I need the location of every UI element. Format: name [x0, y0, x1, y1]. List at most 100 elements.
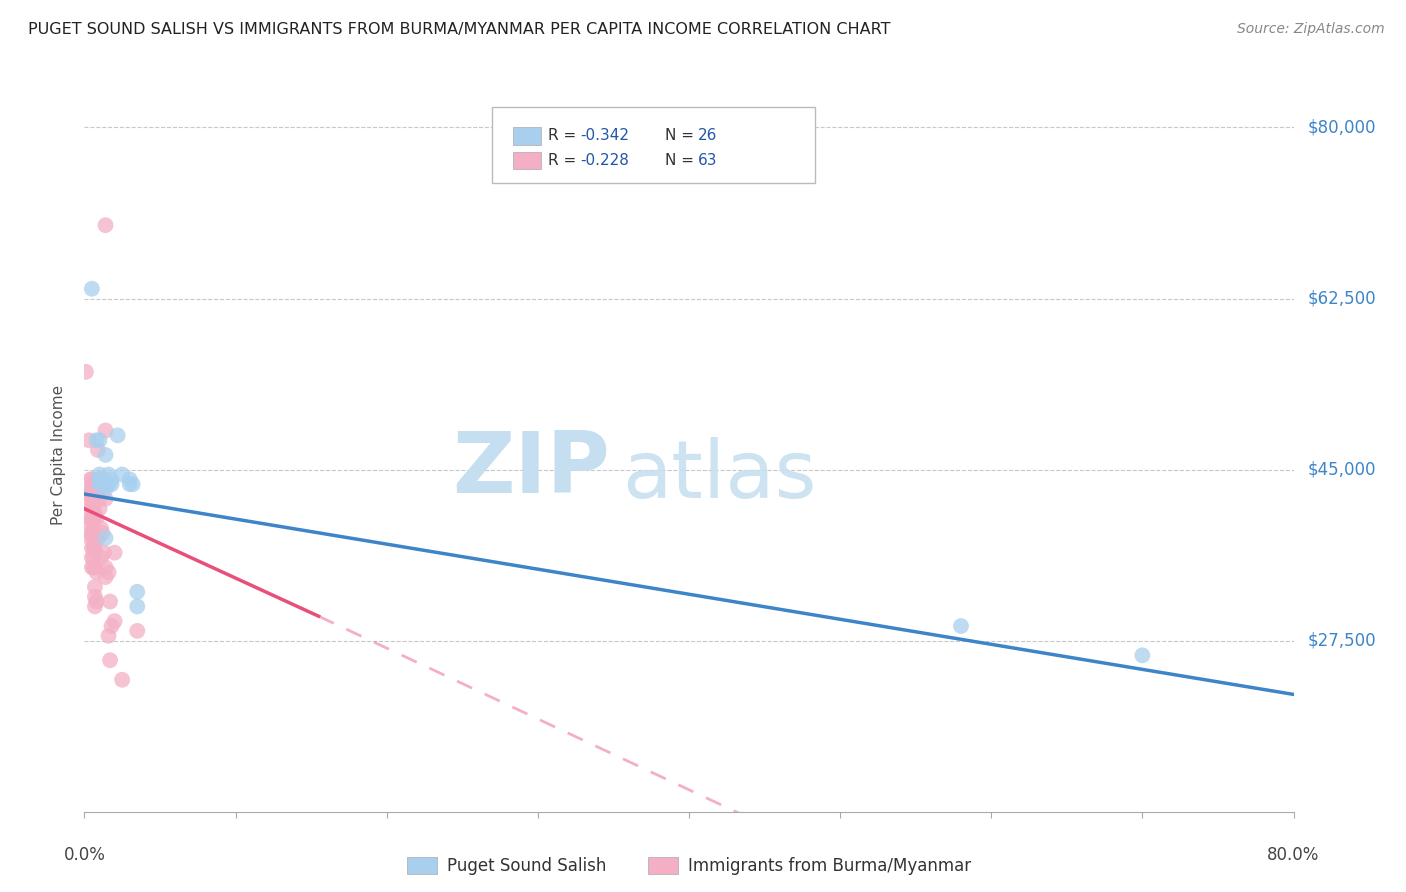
Point	[79, 472, 101, 486]
Point	[94, 570, 117, 584]
Y-axis label: Per Capita Income: Per Capita Income	[51, 384, 66, 525]
Text: PUGET SOUND SALISH VS IMMIGRANTS FROM BURMA/MYANMAR PER CAPITA INCOME CORRELATIO: PUGET SOUND SALISH VS IMMIGRANTS FROM BU…	[28, 22, 890, 37]
Point	[84, 560, 107, 574]
Point	[91, 477, 114, 491]
Point	[98, 653, 121, 667]
Point	[86, 511, 108, 525]
Point	[80, 550, 103, 565]
Point	[97, 467, 120, 482]
Point	[89, 477, 111, 491]
Text: 63: 63	[697, 153, 717, 168]
Text: N =: N =	[665, 128, 699, 143]
Point	[94, 560, 117, 574]
Point	[118, 472, 141, 486]
Point	[87, 531, 110, 545]
Point	[79, 531, 101, 545]
Point	[79, 516, 101, 531]
Point	[100, 477, 122, 491]
Point	[98, 594, 121, 608]
Point	[950, 619, 973, 633]
Point	[80, 482, 103, 496]
Point	[86, 594, 108, 608]
Text: $80,000: $80,000	[1308, 119, 1376, 136]
Text: R =: R =	[548, 153, 582, 168]
Point	[118, 477, 141, 491]
Point	[80, 501, 103, 516]
Text: 0.0%: 0.0%	[63, 846, 105, 864]
Point	[91, 472, 114, 486]
Point	[100, 619, 122, 633]
Text: R =: R =	[548, 128, 582, 143]
Point	[75, 365, 97, 379]
Legend: Puget Sound Salish, Immigrants from Burma/Myanmar: Puget Sound Salish, Immigrants from Burm…	[401, 850, 977, 882]
Point	[87, 472, 110, 486]
Text: atlas: atlas	[623, 437, 817, 516]
Point	[107, 428, 129, 442]
Point	[127, 599, 149, 614]
Point	[84, 531, 107, 545]
Point	[82, 560, 104, 574]
Point	[82, 531, 104, 545]
Point	[89, 467, 111, 482]
Point	[79, 511, 101, 525]
Text: ZIP: ZIP	[453, 427, 610, 511]
Point	[91, 472, 114, 486]
Point	[90, 550, 112, 565]
Point	[104, 546, 127, 560]
Point	[82, 477, 104, 491]
Point	[82, 511, 104, 525]
Point	[94, 424, 117, 438]
Point	[82, 550, 104, 565]
Point	[94, 491, 117, 506]
Point	[84, 541, 107, 555]
Point	[91, 477, 114, 491]
Point	[80, 526, 103, 541]
Point	[82, 491, 104, 506]
Point	[93, 546, 115, 560]
Point	[91, 526, 114, 541]
Point	[82, 541, 104, 555]
Point	[89, 501, 111, 516]
Point	[84, 590, 107, 604]
Point	[127, 624, 149, 638]
Point	[97, 629, 120, 643]
Point	[111, 673, 134, 687]
Text: Source: ZipAtlas.com: Source: ZipAtlas.com	[1237, 22, 1385, 37]
Point	[90, 521, 112, 535]
Point	[89, 434, 111, 448]
Point	[84, 580, 107, 594]
Point	[89, 472, 111, 486]
Point	[94, 531, 117, 545]
Text: 80.0%: 80.0%	[1267, 846, 1320, 864]
Point	[86, 566, 108, 580]
Text: 26: 26	[697, 128, 717, 143]
Text: -0.342: -0.342	[581, 128, 630, 143]
Point	[94, 448, 117, 462]
Text: $62,500: $62,500	[1308, 290, 1376, 308]
Point	[89, 491, 111, 506]
Point	[80, 282, 103, 296]
Point	[111, 467, 134, 482]
Point	[1130, 648, 1153, 663]
Point	[79, 487, 101, 501]
Point	[94, 477, 117, 491]
Text: $27,500: $27,500	[1308, 632, 1376, 649]
Point	[100, 472, 122, 486]
Point	[94, 218, 117, 232]
Text: $45,000: $45,000	[1308, 460, 1376, 479]
Point	[79, 526, 101, 541]
Point	[97, 566, 120, 580]
Text: N =: N =	[665, 153, 699, 168]
Text: -0.228: -0.228	[581, 153, 630, 168]
Point	[80, 560, 103, 574]
Point	[121, 477, 143, 491]
Point	[82, 521, 104, 535]
Point	[127, 584, 149, 599]
Point	[84, 599, 107, 614]
Point	[82, 482, 104, 496]
Point	[104, 614, 127, 628]
Point	[80, 491, 103, 506]
Point	[84, 507, 107, 521]
Point	[86, 434, 108, 448]
Point	[79, 501, 101, 516]
